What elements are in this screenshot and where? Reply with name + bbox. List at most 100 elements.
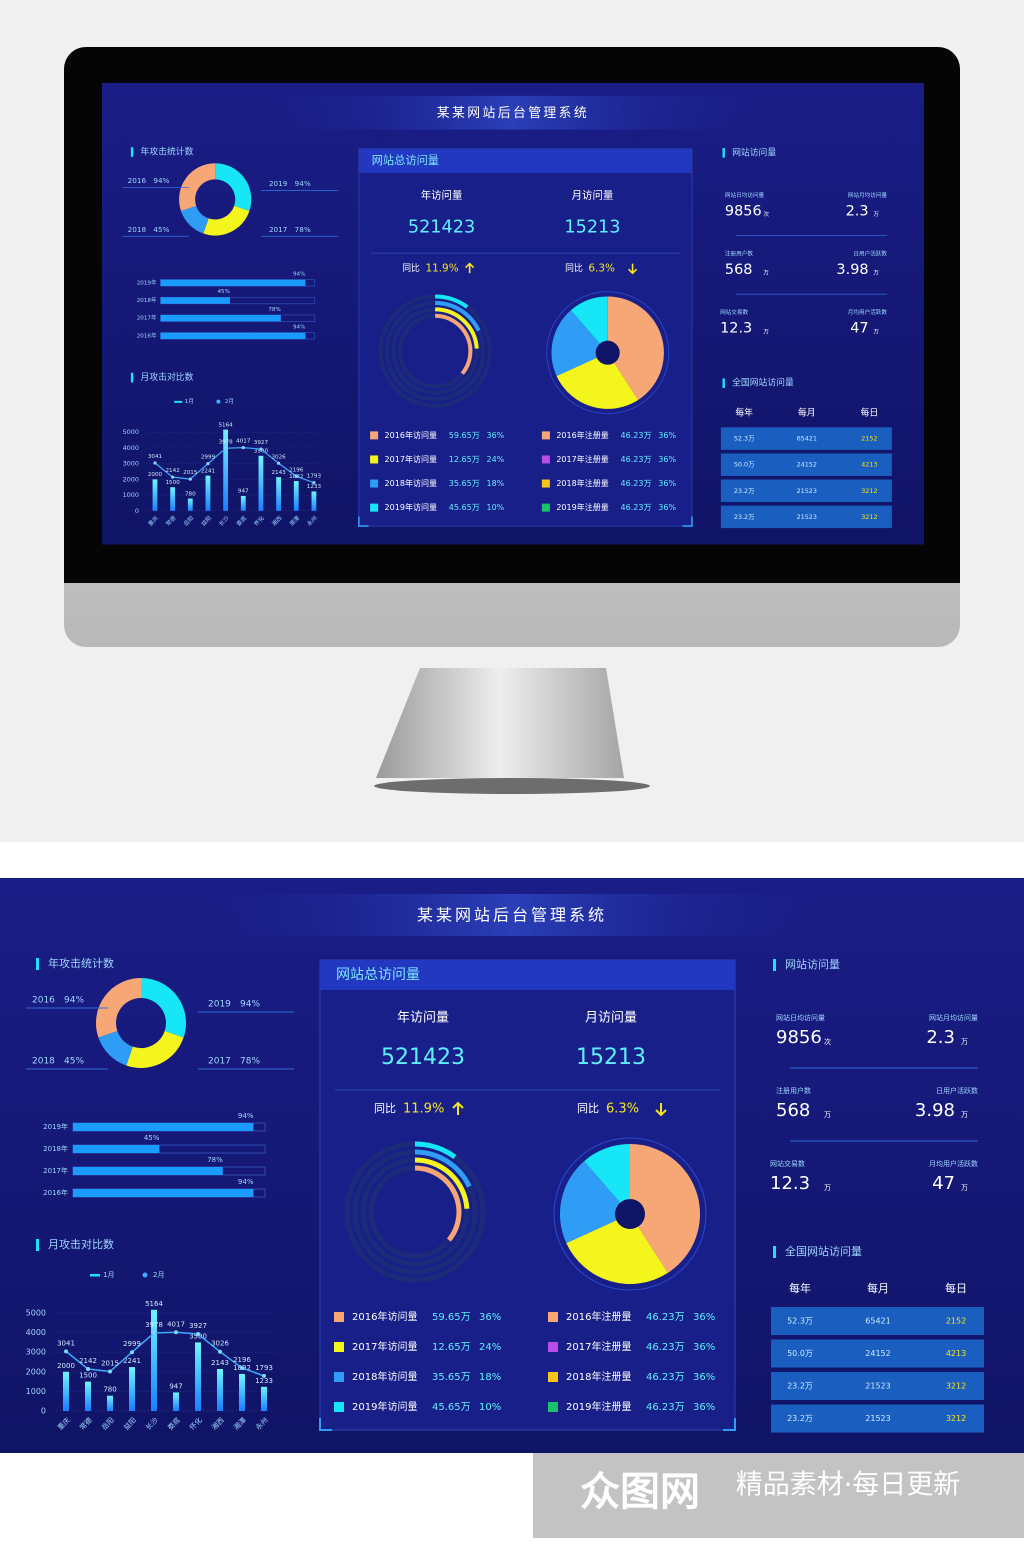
stat-label: 注册用户数 [725,249,753,257]
bar-value-label: 780 [103,1386,116,1394]
pie-slice [607,296,664,400]
y-tick-label: 1000 [26,1387,46,1396]
pie-slice [584,1144,630,1214]
ring-arc [435,294,469,309]
pie-hole [615,1199,645,1229]
table-row [771,1339,984,1368]
legend-swatch [174,400,183,403]
yoy-arrow [465,262,475,274]
table-header: 每日 [945,1281,967,1295]
stat-unit: 万 [763,270,769,277]
line-point [262,1373,266,1378]
line-value-label: 3026 [271,454,286,460]
stat-value: 12.3 [720,321,752,337]
y-tick-label: 2000 [26,1367,46,1376]
y-tick-label: 3000 [123,460,139,468]
line-point [171,475,175,479]
title-band [262,95,764,130]
legend-name: 2019年注册量 [566,1400,631,1413]
donut-segment [180,205,210,234]
line-value-label: 1793 [255,1364,273,1372]
y-tick-label: 5000 [123,428,139,436]
bar-value-label: 2143 [271,470,286,476]
table-cell: 21523 [865,1414,890,1423]
ring-arc [435,300,481,332]
stat-unit: 万 [873,328,879,335]
legend-percent: 24% [479,1342,501,1353]
legend-amount: 46.23万 [646,1312,685,1323]
bar-category: 2019年 [43,1122,68,1131]
donut-label: 2017 [269,225,287,234]
panel-title: 网站总访问量 [372,153,439,167]
section-marker [36,958,39,970]
legend-name: 2016年访问量 [385,430,437,440]
legend-amount: 59.65万 [449,431,480,440]
stat-label: 日用户活跃数 [853,249,887,257]
section-marker [130,147,134,157]
legend-swatch [334,1312,344,1322]
donut-segment [126,1030,184,1068]
donut-label: 2018 [128,225,147,234]
line-value-label: 3978 [145,1321,163,1329]
section-title: 年攻击统计数 [48,956,114,970]
panel-corner [358,516,693,527]
donut-value-label: 94% [240,1000,260,1010]
bar-category: 2016年 [43,1188,68,1197]
line-value-label: 2142 [165,468,179,474]
legend-swatch [334,1402,344,1412]
pie-slice [551,310,608,377]
line-value-label: 4017 [167,1320,185,1328]
table-cell: 52.3万 [734,435,755,443]
legend-name: 2017年访问量 [385,454,437,464]
bar [160,297,230,304]
line-point [259,447,263,451]
legend-amount: 46.23万 [621,503,652,512]
legend-swatch [548,1312,558,1322]
donut-label: 2019 [208,1000,231,1010]
stat-value: 15213 [564,217,620,237]
legend-swatch [334,1342,344,1352]
legend-name: 2017年注册量 [566,1340,631,1353]
stat-value: 568 [776,1100,810,1121]
stat-value: 9856 [725,203,762,219]
bar-value-label: 947 [169,1382,182,1390]
stat-unit: 次 [824,1037,831,1046]
table-cell: 3212 [861,487,877,495]
legend-swatch [370,503,379,512]
line-value-label: 3041 [148,454,163,460]
bar-value-label: 2000 [57,1362,75,1370]
yoy-label: 同比 [374,1102,396,1115]
panel-header [320,960,735,990]
section-marker [722,378,725,389]
legend-percent: 36% [479,1312,501,1323]
line [154,447,315,484]
stat-label: 年访问量 [397,1011,449,1026]
table-cell: 4213 [861,461,877,469]
donut-value-label: 45% [153,225,169,234]
line-value-label: 2196 [233,1356,251,1364]
legend-swatch [90,1274,100,1277]
section-title: 全国网站访问量 [785,1244,862,1258]
yoy-label: 同比 [565,262,583,274]
bar-category: 2019年 [137,278,157,286]
bar [173,1392,179,1411]
bar-value-label: 94% [293,325,306,331]
bar-value-label: 2241 [201,468,216,474]
section-title: 年攻击统计数 [141,146,194,158]
legend-percent: 36% [693,1312,715,1323]
table-cell: 4213 [946,1349,966,1358]
bar [160,332,306,340]
table-cell: 50.0万 [787,1349,813,1358]
pie-slice [556,352,639,409]
donut-label: 2016 [128,176,147,185]
donut-value-label: 78% [295,225,311,234]
legend-amount: 59.65万 [432,1312,471,1323]
legend-swatch [548,1402,558,1412]
bar-track [160,296,316,305]
yoy-value: 11.9% [403,1102,444,1117]
bar [187,498,193,511]
bar [261,1386,267,1411]
line-value-label: 2015 [101,1360,119,1368]
legend-name: 2018年访问量 [352,1370,417,1383]
